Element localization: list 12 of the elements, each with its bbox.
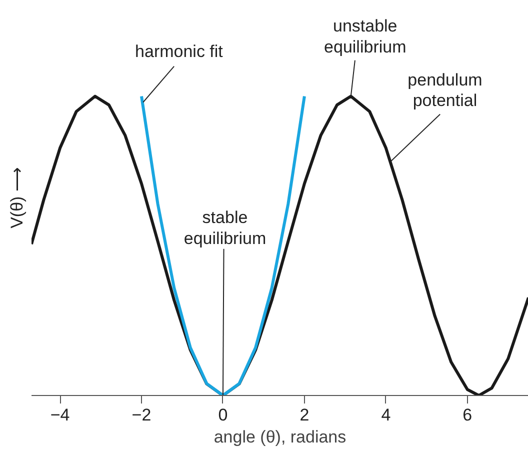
x-tick-label: 0 — [218, 406, 228, 424]
x-axis-title: angle (θ), radians — [214, 428, 346, 446]
x-tick-label: 4 — [381, 406, 391, 424]
x-tick-label: −2 — [132, 406, 152, 424]
annotation: pendulum potential — [408, 70, 482, 110]
annotation: unstable equilibrium — [324, 16, 406, 56]
x-tick-label: 2 — [300, 406, 310, 424]
x-tick-label: −4 — [50, 406, 70, 424]
y-axis-title: V(θ) ⟶ — [8, 168, 26, 228]
annotation: stable equilibrium — [184, 208, 266, 248]
annotation: harmonic fit — [135, 42, 224, 61]
x-tick-label: 6 — [462, 406, 472, 424]
